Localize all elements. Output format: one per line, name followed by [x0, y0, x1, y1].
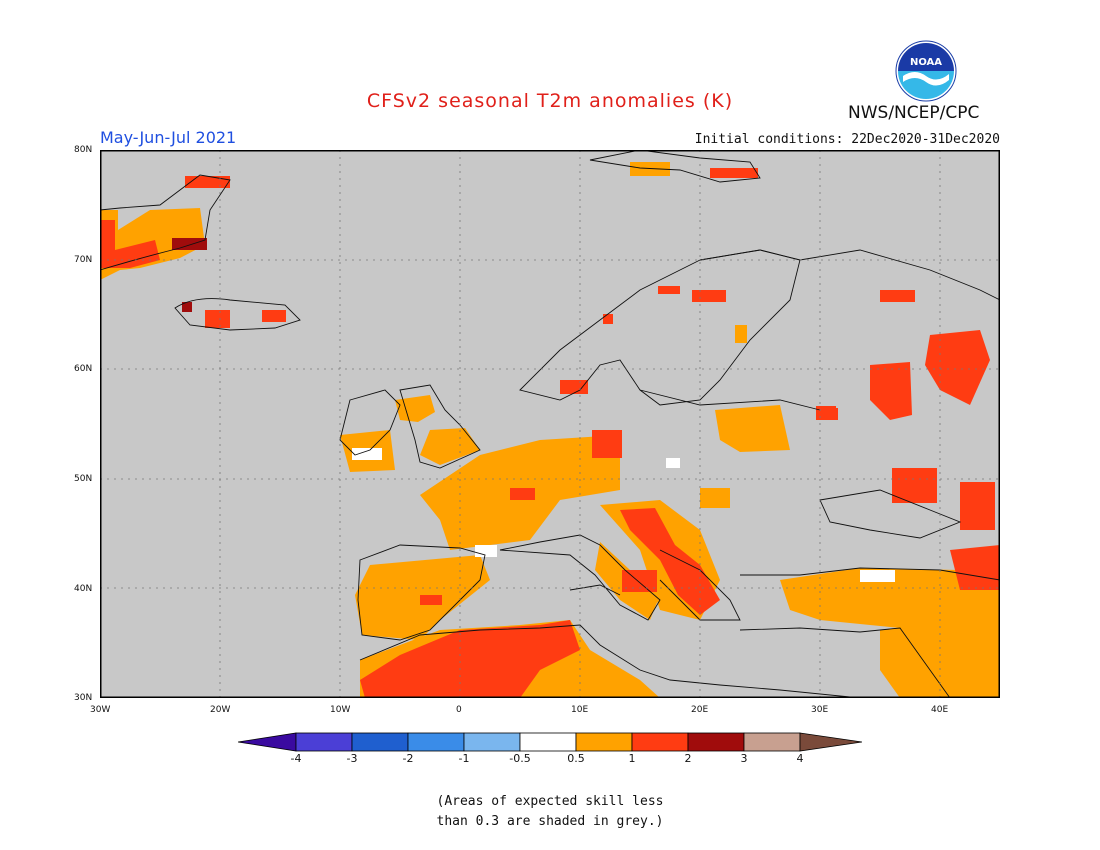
- colorbar-seg-2: [351, 732, 409, 752]
- colorbar-seg-5: [519, 732, 577, 752]
- north-africa-red: [360, 620, 580, 698]
- turkey-patch: [780, 568, 1000, 630]
- initial-conditions: Initial conditions: 22Dec2020-31Dec2020: [694, 132, 1000, 147]
- lat-label-30n: 30N: [74, 693, 93, 703]
- iceland-patch-2: [262, 310, 286, 322]
- russia-nw-patch: [880, 290, 915, 302]
- skill-note: (Areas of expected skill less than 0.3 a…: [0, 792, 1100, 832]
- svalbard-patch: [630, 162, 670, 176]
- colorbar-label: -2: [402, 752, 414, 765]
- denmark-red: [560, 380, 588, 394]
- agency-label: NWS/NCEP/CPC: [848, 103, 980, 123]
- map-frame: [100, 150, 1000, 698]
- iceland-patch: [205, 310, 230, 328]
- romania-patch: [700, 488, 730, 508]
- colorbar-seg-4: [463, 732, 521, 752]
- lon-label-10w: 10W: [330, 705, 351, 715]
- colorbar-seg-9: [743, 732, 801, 752]
- colorbar-label: 4: [796, 752, 804, 765]
- russia-red: [870, 362, 912, 420]
- colorbar-seg-0: [238, 732, 297, 752]
- colorbar-label: 2: [684, 752, 692, 765]
- colorbar-seg-8: [687, 732, 745, 752]
- graticule: [100, 150, 1000, 698]
- skill-note-line2: than 0.3 are shaded in grey.): [436, 814, 664, 829]
- lat-label-50n: 50N: [74, 474, 93, 484]
- colorbar-seg-7: [631, 732, 689, 752]
- poland-red: [592, 430, 622, 458]
- russia-red-2: [925, 330, 990, 405]
- lon-label-30w: 30W: [90, 705, 111, 715]
- greenland-patch-warm: [100, 220, 160, 268]
- colorbar-label: -1: [458, 752, 470, 765]
- baltic-patch: [715, 405, 790, 452]
- forecast-period: May-Jun-Jul 2021: [100, 128, 237, 147]
- lon-label-0: 0: [456, 705, 462, 715]
- iceland-dark: [182, 302, 192, 312]
- lon-label-10e: 10E: [571, 705, 589, 715]
- finland-patch: [735, 325, 747, 343]
- colorbar-seg-1: [295, 732, 353, 752]
- greenland-east-patch: [185, 176, 230, 188]
- logo-text: NOAA: [910, 57, 942, 68]
- colorbar-label: 3: [740, 752, 748, 765]
- greenland-dark: [172, 238, 207, 250]
- lon-label-40e: 40E: [931, 705, 949, 715]
- colorbar-label: -4: [290, 752, 302, 765]
- sicily-red: [622, 570, 657, 592]
- england-patch: [420, 428, 480, 465]
- uk-patch: [395, 395, 435, 422]
- anomaly-patches: [100, 162, 1000, 698]
- baltic-red: [816, 406, 836, 416]
- coastlines: [100, 150, 1000, 698]
- skill-note-line1: (Areas of expected skill less: [436, 794, 664, 809]
- lapland-patch: [692, 290, 726, 302]
- chart-title: CFSv2 seasonal T2m anomalies (K): [366, 90, 734, 112]
- ukraine-red: [892, 468, 937, 503]
- colorbar: [238, 732, 862, 752]
- lapland-patch-2: [658, 286, 680, 294]
- lat-label-80n: 80N: [74, 145, 93, 155]
- volga-red: [960, 482, 995, 530]
- lon-label-20e: 20E: [691, 705, 709, 715]
- colorbar-label: -0.5: [509, 752, 531, 765]
- colorbar-seg-10: [799, 732, 862, 752]
- ireland-white: [352, 448, 382, 460]
- hungary-white: [666, 458, 680, 468]
- anomaly-map: [100, 150, 1000, 698]
- colorbar-seg-6: [575, 732, 633, 752]
- lat-label-40n: 40N: [74, 584, 93, 594]
- lon-label-20w: 20W: [210, 705, 231, 715]
- turkey-white: [860, 570, 895, 582]
- lat-label-60n: 60N: [74, 364, 93, 374]
- colorbar-label: 1: [628, 752, 636, 765]
- colorbar-seg-3: [407, 732, 465, 752]
- iberia-white: [475, 545, 497, 557]
- lon-label-30e: 30E: [811, 705, 829, 715]
- norway-patch: [603, 314, 613, 324]
- lat-label-70n: 70N: [74, 255, 93, 265]
- noaa-logo: NOAA: [895, 40, 957, 102]
- colorbar-label: -3: [346, 752, 358, 765]
- iberia-red: [420, 595, 442, 605]
- svalbard-patch-2: [710, 168, 758, 178]
- benelux-red: [510, 488, 535, 500]
- caucasus-red: [950, 545, 1000, 590]
- colorbar-label: 0.5: [567, 752, 585, 765]
